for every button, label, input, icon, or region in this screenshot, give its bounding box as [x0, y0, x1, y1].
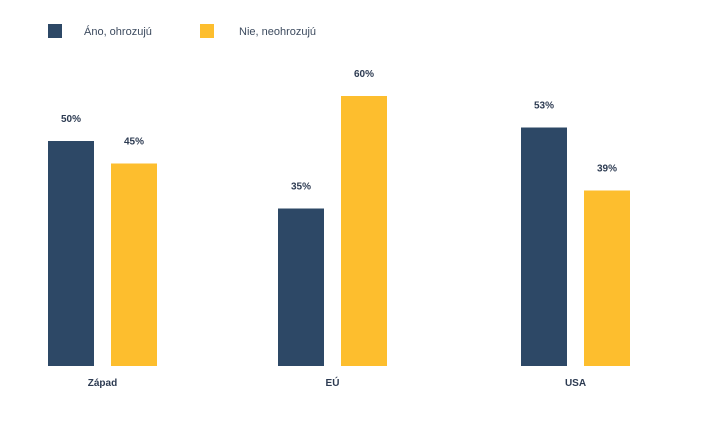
value-label-eu-series-2: 60% — [354, 69, 374, 80]
bar-zapad-series-1 — [48, 141, 94, 366]
value-label-usa-series-2: 39% — [597, 164, 617, 175]
bar-zapad-series-2 — [111, 163, 157, 366]
value-label-eu-series-1: 35% — [291, 182, 311, 193]
value-label-zapad-series-2: 45% — [124, 137, 144, 148]
bar-usa-series-2 — [584, 190, 630, 366]
legend: Áno, ohrozujú Nie, neohrozujú — [48, 24, 316, 38]
bar-eu-series-1 — [278, 208, 324, 366]
category-label-usa: USA — [565, 378, 586, 389]
legend-label-yes: Áno, ohrozujú — [84, 25, 152, 38]
category-label-eu: EÚ — [326, 376, 340, 389]
value-label-usa-series-1: 53% — [534, 101, 554, 112]
category-label-zapad: Západ — [88, 378, 117, 389]
bar-eu-series-2 — [341, 96, 387, 366]
bar-usa-series-1 — [521, 127, 567, 366]
legend-swatch-yes — [48, 24, 62, 38]
legend-swatch-no — [200, 24, 214, 38]
value-label-zapad-series-1: 50% — [61, 114, 81, 125]
plot-area: 50% 45% Západ 35% 60% EÚ 53% 39% USA — [48, 69, 630, 389]
legend-label-no: Nie, neohrozujú — [239, 26, 316, 38]
